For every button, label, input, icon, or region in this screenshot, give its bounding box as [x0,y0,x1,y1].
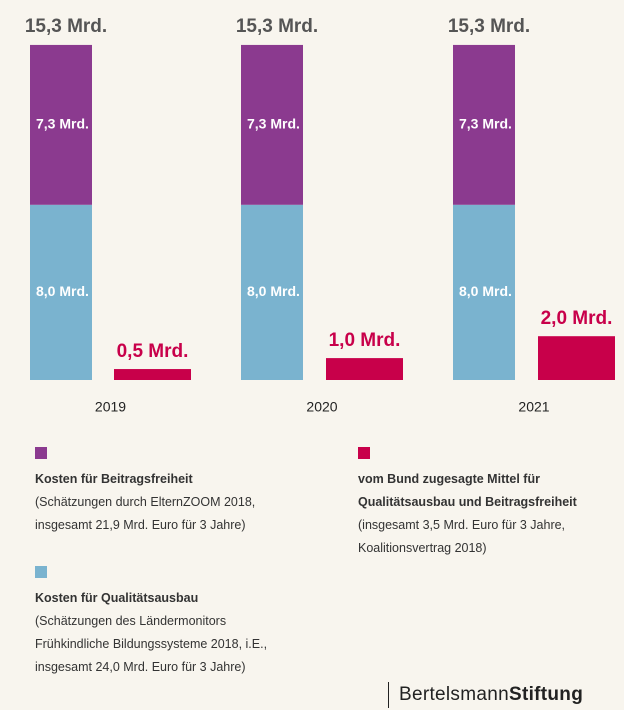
legend-swatch [358,447,370,459]
data-label: 8,0 Mrd. [459,283,512,299]
x-tick-label: 2019 [95,399,126,415]
total-label: 15,3 Mrd. [448,16,530,37]
bar [326,358,403,380]
bar [114,369,191,380]
total-label: 15,3 Mrd. [236,16,318,37]
x-tick-label: 2021 [518,399,549,415]
total-label: 15,3 Mrd. [25,16,107,37]
bar-segment [453,44,515,205]
data-label: 7,3 Mrd. [36,116,89,132]
legend-note: Frühkindliche Bildungssysteme 2018, i.E.… [35,637,268,651]
bar [538,336,615,380]
legend-swatch [35,566,47,578]
legend-note: (insgesamt 3,5 Mrd. Euro für 3 Jahre, [358,518,566,532]
legend-entry: Kosten für Qualitätsausbau (Schätzungen d… [35,566,335,679]
legend-swatch [35,447,47,459]
data-label: 2,0 Mrd. [541,308,613,329]
legend-label: Kosten für Beitragsfreiheit [35,472,193,486]
brand-text: Bertelsmann [399,684,509,705]
data-label: 0,5 Mrd. [117,341,189,362]
data-label: 7,3 Mrd. [247,116,300,132]
bar-segment [30,204,92,380]
data-label: 8,0 Mrd. [247,283,300,299]
bar-segment [453,204,515,380]
bar-segment [30,44,92,205]
legend-entry: Kosten für Beitragsfreiheit (Schätzungen … [35,447,325,537]
brand-logo: BertelsmannStiftung [388,682,583,708]
legend-note: Koalitionsvertrag 2018) [358,541,487,555]
legend-label: Kosten für Qualitätsausbau [35,591,199,605]
data-label: 1,0 Mrd. [329,330,401,351]
data-label: 8,0 Mrd. [36,283,89,299]
legend-note: insgesamt 24,0 Mrd. Euro für 3 Jahre) [35,660,246,674]
bar-segment [241,204,303,380]
brand-text: Stiftung [508,684,584,705]
legend-label: vom Bund zugesagte Mittel für Qualitätsa… [358,472,577,509]
plot: 2019 8,0 Mrd. 7,3 Mrd. 0,5 Mrd. 15,3 Mrd. 202… [25,16,615,415]
legend-entry: vom Bund zugesagte Mittel für Qualitätsa… [358,447,624,560]
data-label: 7,3 Mrd. [459,116,512,132]
bar-segment [241,44,303,205]
legend-note: (Schätzungen durch ElternZOOM 2018, [35,495,256,509]
legend-note: (Schätzungen des Ländermonitors [35,614,227,628]
x-tick-label: 2020 [306,399,337,415]
legend-note: insgesamt 21,9 Mrd. Euro für 3 Jahre) [35,518,246,532]
